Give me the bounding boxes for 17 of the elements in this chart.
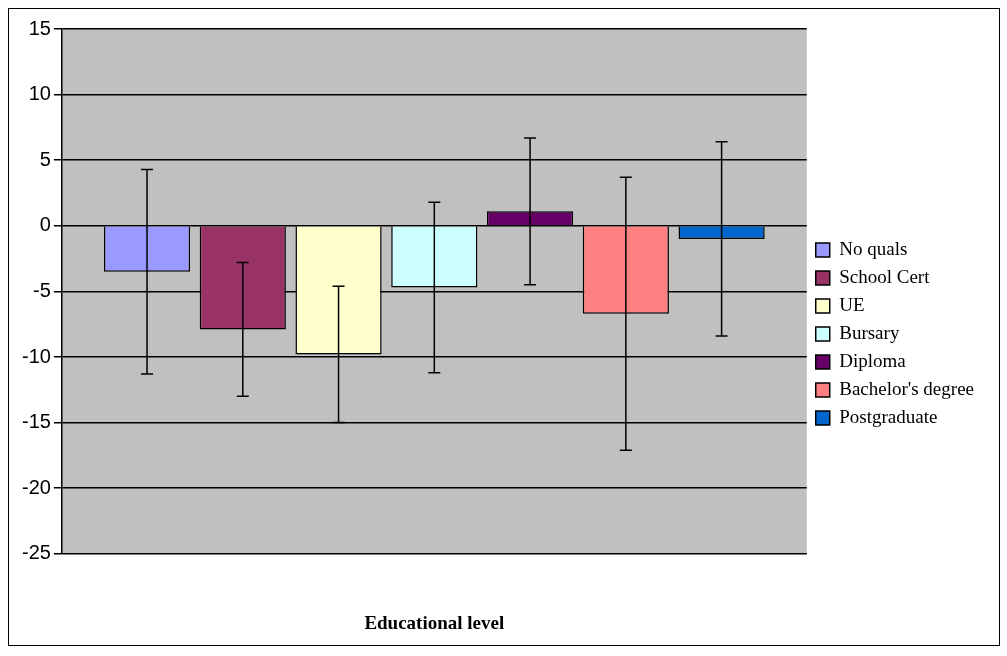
legend-label: Diploma	[839, 349, 907, 371]
y-tick-label: -5	[33, 278, 51, 301]
y-tick-label: 15	[28, 16, 51, 39]
y-tick-label: -10	[22, 344, 51, 367]
legend-label: School Cert	[839, 265, 931, 287]
y-tick-label: -15	[22, 410, 51, 433]
legend-label: No quals	[839, 237, 908, 259]
y-tick-label: -25	[22, 541, 51, 564]
legend-label: UE	[839, 293, 865, 315]
y-tick-label: -20	[22, 475, 51, 498]
legend-label: Bachelor's degree	[839, 377, 975, 399]
y-tick-label: 10	[28, 82, 51, 105]
legend-label: Bursary	[839, 321, 900, 343]
legend-label: Postgraduate	[839, 405, 938, 427]
y-tick-label: 5	[39, 147, 51, 170]
x-axis-title: Educational level	[364, 611, 505, 633]
y-tick-label: 0	[39, 213, 51, 236]
